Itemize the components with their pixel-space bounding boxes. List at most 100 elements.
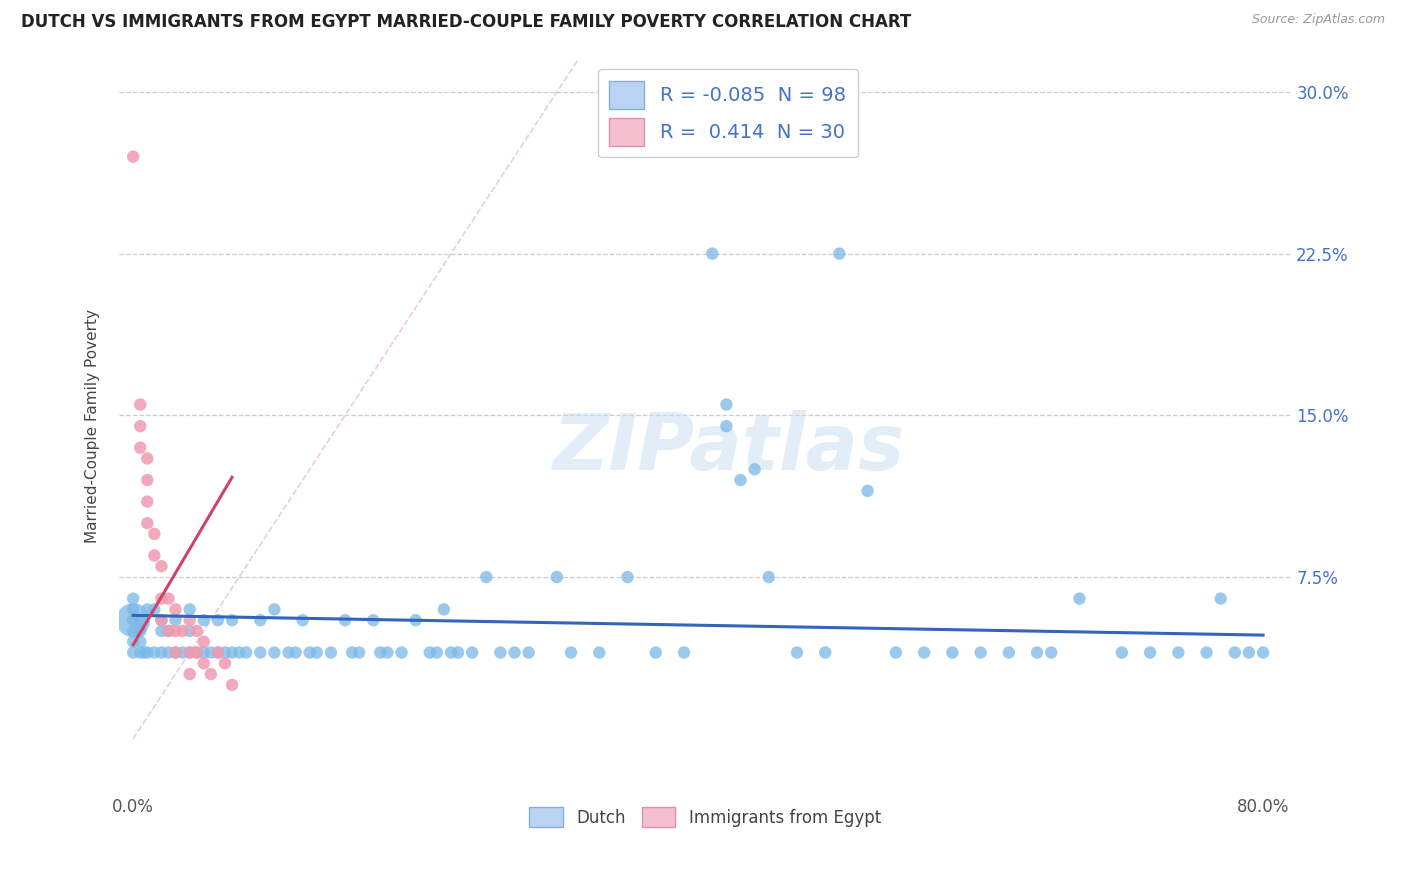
Point	[129, 441, 152, 455]
Point	[221, 678, 243, 692]
Point	[150, 591, 173, 606]
Point	[440, 646, 463, 660]
Point	[129, 419, 152, 434]
Point	[503, 646, 526, 660]
Point	[136, 494, 159, 508]
Point	[122, 634, 145, 648]
Point	[1209, 591, 1232, 606]
Point	[235, 646, 257, 660]
Point	[1040, 646, 1063, 660]
Point	[129, 624, 152, 638]
Point	[186, 646, 208, 660]
Point	[193, 634, 215, 648]
Point	[263, 646, 285, 660]
Point	[419, 646, 441, 660]
Point	[405, 613, 427, 627]
Point	[207, 646, 229, 660]
Point	[333, 613, 356, 627]
Point	[305, 646, 328, 660]
Point	[391, 646, 413, 660]
Point	[786, 646, 808, 660]
Point	[129, 634, 152, 648]
Point	[1237, 646, 1260, 660]
Point	[193, 613, 215, 627]
Point	[143, 527, 166, 541]
Point	[157, 646, 180, 660]
Point	[716, 398, 738, 412]
Point	[207, 613, 229, 627]
Point	[941, 646, 963, 660]
Point	[249, 613, 271, 627]
Point	[1195, 646, 1218, 660]
Point	[447, 646, 470, 660]
Point	[179, 646, 201, 660]
Point	[361, 613, 384, 627]
Point	[150, 624, 173, 638]
Point	[884, 646, 907, 660]
Point	[588, 646, 610, 660]
Point	[143, 549, 166, 563]
Point	[1069, 591, 1091, 606]
Point	[221, 646, 243, 660]
Point	[616, 570, 638, 584]
Point	[758, 570, 780, 584]
Point	[122, 624, 145, 638]
Point	[969, 646, 991, 660]
Point	[122, 150, 145, 164]
Point	[461, 646, 484, 660]
Point	[1139, 646, 1161, 660]
Point	[433, 602, 456, 616]
Point	[291, 613, 314, 627]
Point	[136, 516, 159, 530]
Point	[221, 613, 243, 627]
Point	[1223, 646, 1246, 660]
Point	[1251, 646, 1274, 660]
Point	[136, 473, 159, 487]
Point	[814, 646, 837, 660]
Point	[702, 246, 724, 260]
Point	[856, 483, 879, 498]
Point	[716, 419, 738, 434]
Point	[347, 646, 370, 660]
Point	[730, 473, 752, 487]
Point	[998, 646, 1021, 660]
Point	[165, 624, 187, 638]
Point	[129, 398, 152, 412]
Point	[179, 646, 201, 660]
Point	[489, 646, 512, 660]
Point	[134, 646, 156, 660]
Point	[426, 646, 449, 660]
Point	[912, 646, 935, 660]
Point	[150, 613, 173, 627]
Point	[150, 646, 173, 660]
Point	[172, 624, 194, 638]
Point	[672, 646, 695, 660]
Point	[377, 646, 399, 660]
Point	[1167, 646, 1189, 660]
Text: DUTCH VS IMMIGRANTS FROM EGYPT MARRIED-COUPLE FAMILY POVERTY CORRELATION CHART: DUTCH VS IMMIGRANTS FROM EGYPT MARRIED-C…	[21, 13, 911, 31]
Point	[207, 646, 229, 660]
Point	[157, 624, 180, 638]
Point	[143, 602, 166, 616]
Point	[828, 246, 851, 260]
Point	[165, 602, 187, 616]
Point	[186, 646, 208, 660]
Point	[136, 646, 159, 660]
Point	[179, 613, 201, 627]
Point	[136, 451, 159, 466]
Point	[644, 646, 666, 660]
Point	[122, 591, 145, 606]
Point	[150, 559, 173, 574]
Point	[165, 646, 187, 660]
Text: ZIPatlas: ZIPatlas	[553, 410, 905, 486]
Point	[370, 646, 392, 660]
Text: Source: ZipAtlas.com: Source: ZipAtlas.com	[1251, 13, 1385, 27]
Point	[214, 646, 236, 660]
Point	[1111, 646, 1133, 660]
Point	[165, 613, 187, 627]
Point	[122, 602, 145, 616]
Point	[200, 646, 222, 660]
Point	[249, 646, 271, 660]
Point	[193, 646, 215, 660]
Point	[340, 646, 363, 660]
